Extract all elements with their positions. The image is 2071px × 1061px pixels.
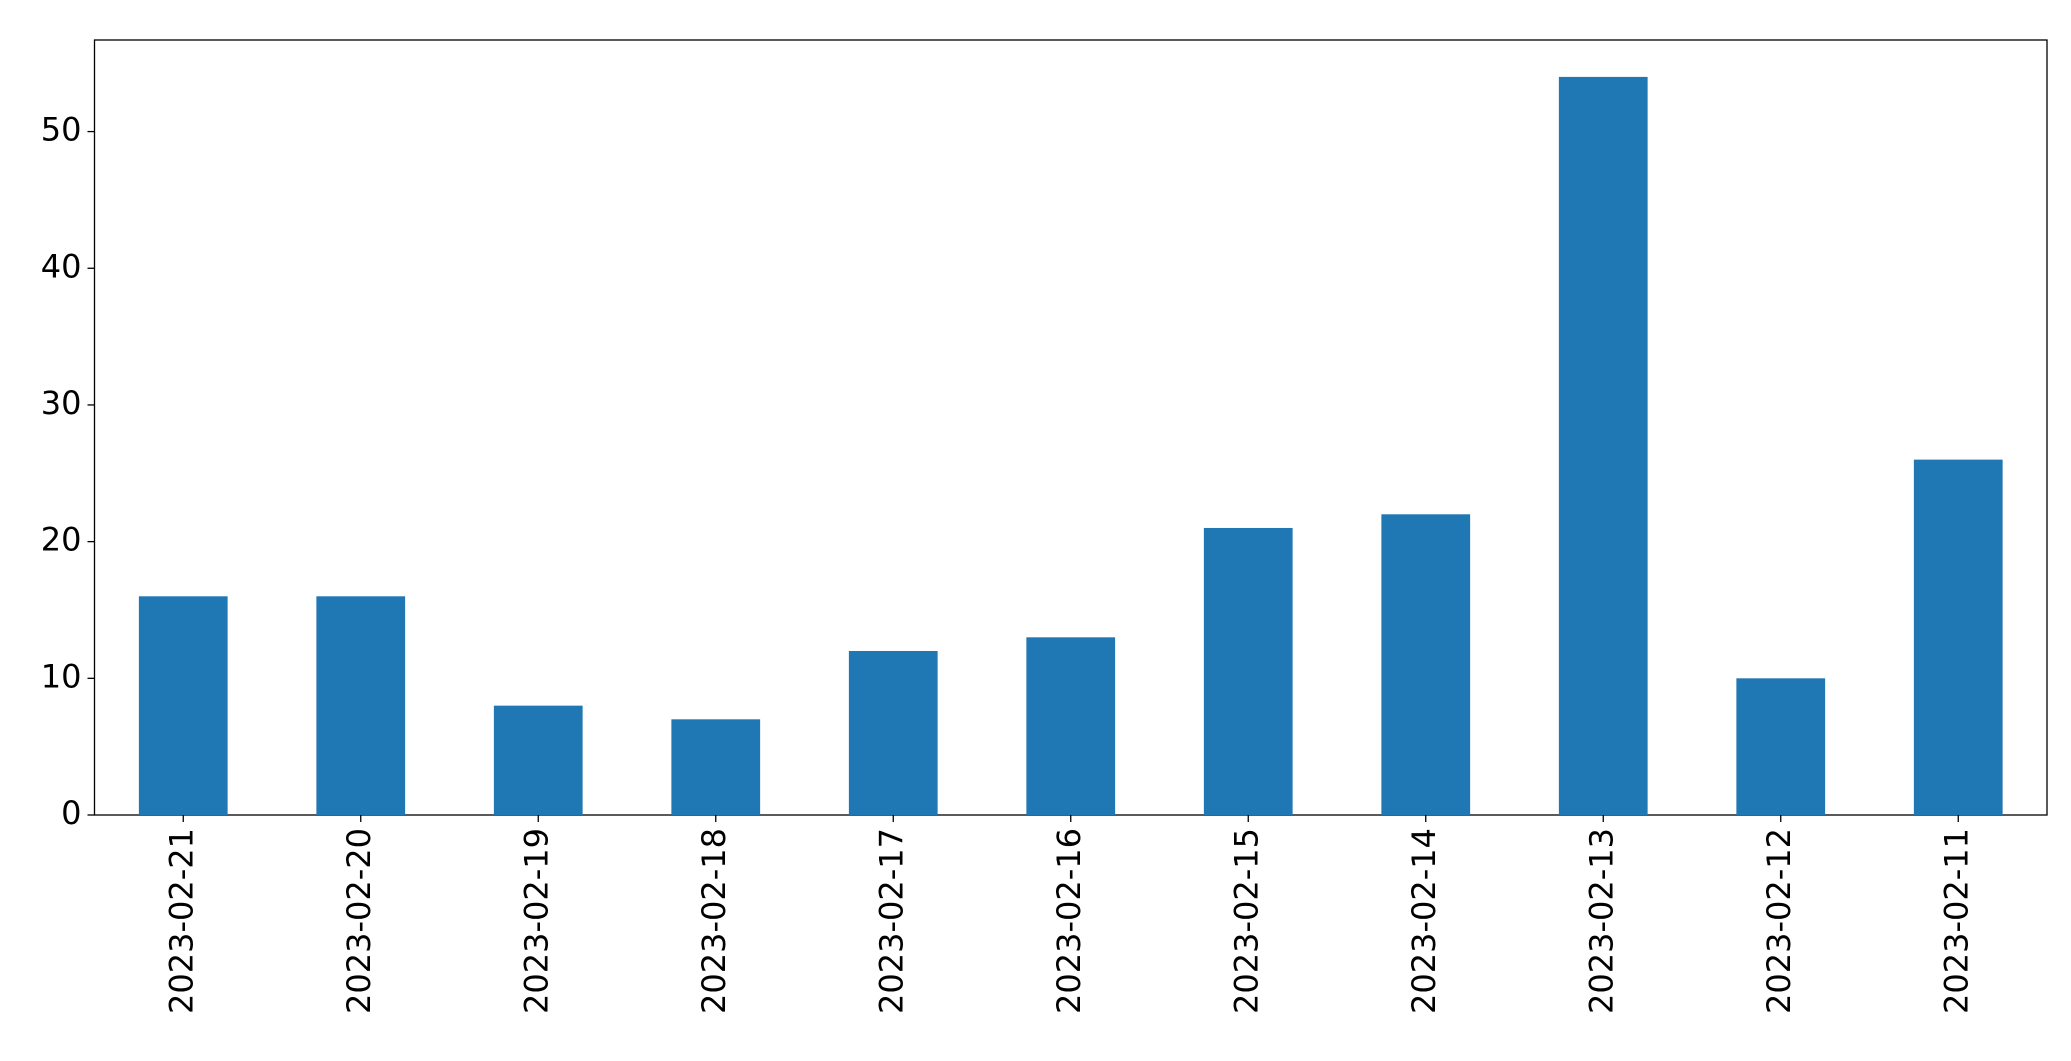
bar [1558,76,1648,815]
bar [1203,527,1293,815]
x-tick-label: 2023-02-18 [695,828,733,1014]
y-tick-label: 20 [41,521,82,559]
bar [1736,678,1826,815]
x-tick-label: 2023-02-21 [162,828,200,1014]
x-tick-label: 2023-02-13 [1582,828,1620,1014]
y-tick-label: 0 [61,794,81,832]
bar [1913,459,2003,815]
bar [671,719,761,815]
bar [138,596,228,815]
x-tick-label: 2023-02-20 [340,828,378,1014]
bar [1381,514,1471,815]
y-tick-label: 10 [41,657,82,695]
y-tick-label: 30 [41,384,82,422]
y-tick-label: 40 [41,247,82,285]
x-tick-label: 2023-02-17 [872,828,910,1014]
x-tick-label: 2023-02-15 [1227,828,1265,1014]
bar [1026,637,1116,815]
bar [848,650,938,815]
bar [316,596,406,815]
x-tick-label: 2023-02-16 [1050,828,1088,1014]
x-tick-label: 2023-02-11 [1937,828,1975,1014]
x-tick-label: 2023-02-19 [517,828,555,1014]
x-tick-label: 2023-02-14 [1405,828,1443,1014]
x-tick-label: 2023-02-12 [1760,828,1798,1014]
y-tick-label: 50 [41,111,82,149]
bar [493,705,583,815]
